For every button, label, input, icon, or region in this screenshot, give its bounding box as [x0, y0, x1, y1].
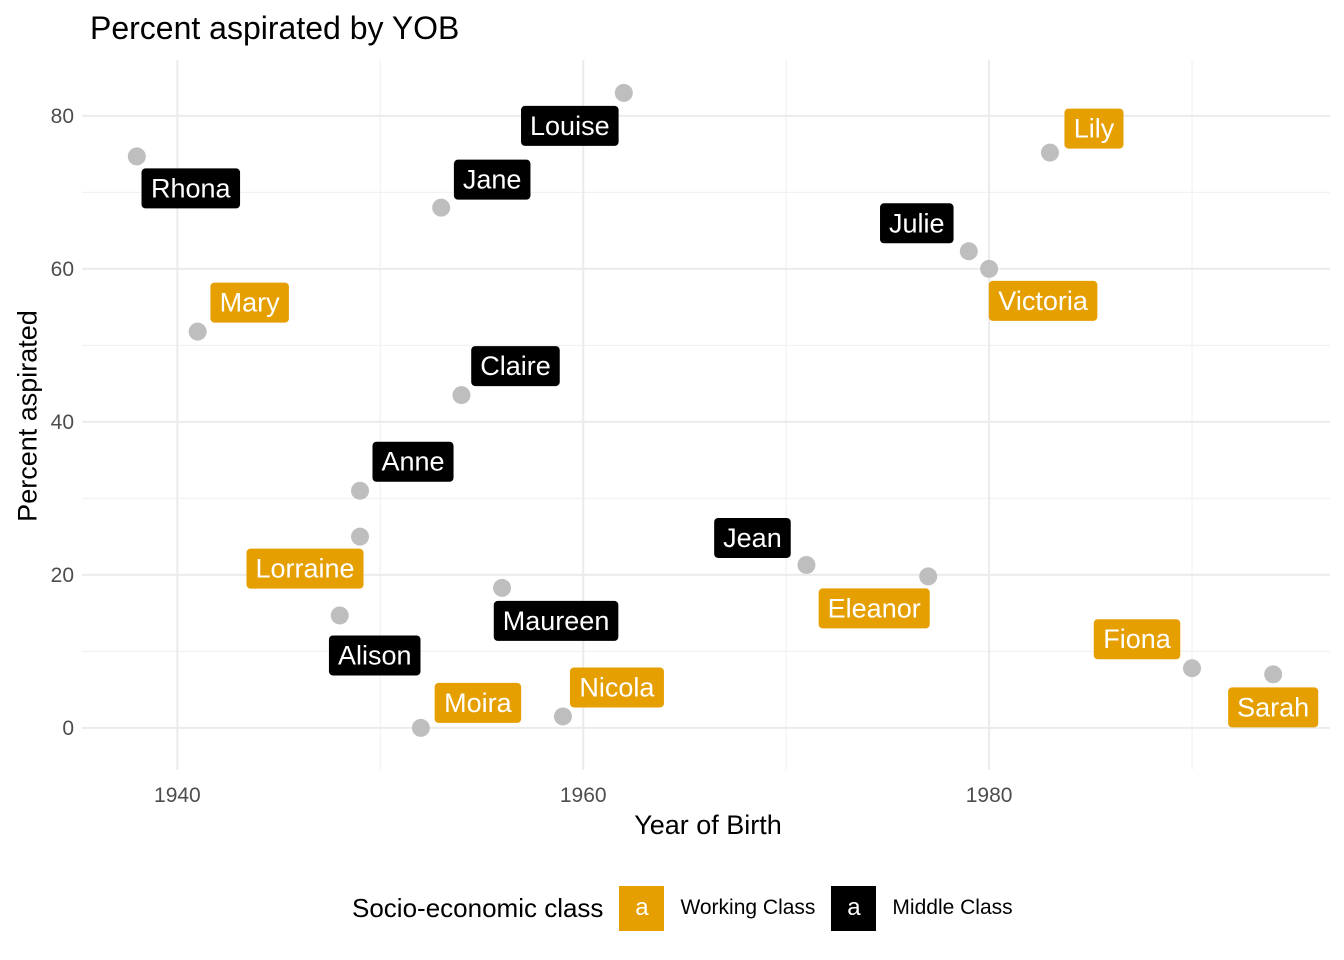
- point-jean: [797, 555, 816, 574]
- point-anne: [351, 481, 370, 500]
- point-label-box: [471, 346, 560, 387]
- point-label-text: Lorraine: [255, 554, 354, 584]
- point-moira: [411, 718, 430, 737]
- point-label-moira: Moira: [434, 682, 522, 723]
- point-label-text: Claire: [480, 351, 551, 381]
- point-jane: [432, 198, 451, 217]
- point-label-text: Nicola: [579, 672, 655, 702]
- point-mary: [188, 322, 207, 341]
- point-label-box: [141, 168, 241, 209]
- point-label-fiona: Fiona: [1093, 619, 1181, 660]
- point-label-box: [714, 517, 791, 558]
- y-tick-label: 20: [51, 564, 74, 587]
- point-label-louise: Louise: [521, 105, 619, 146]
- point-label-text: Rhona: [151, 173, 232, 203]
- point-label-lily: Lily: [1064, 108, 1124, 149]
- point-claire: [452, 386, 471, 405]
- point-label-victoria: Victoria: [988, 280, 1098, 321]
- point-label-text: Fiona: [1103, 624, 1172, 654]
- point-label-text: Alison: [338, 640, 412, 670]
- legend-title: Socio-economic class: [352, 892, 604, 923]
- point-label-text: Sarah: [1237, 692, 1309, 722]
- point-lily: [1040, 143, 1059, 162]
- major-gridlines: [82, 60, 1330, 770]
- legend-key-glyph: a: [847, 894, 861, 921]
- y-axis-title: Percent aspirated: [12, 310, 43, 522]
- point-labels: Rhona Mary Lorraine Anne Alison Moira Jane Clai…: [141, 105, 1319, 728]
- point-alison: [330, 606, 349, 625]
- point-label-eleanor: Eleanor: [818, 588, 930, 629]
- point-julie: [959, 242, 978, 261]
- chart-title: Percent aspirated by YOB: [90, 10, 460, 46]
- point-label-sarah: Sarah: [1228, 687, 1319, 728]
- point-fiona: [1183, 659, 1202, 678]
- point-label-box: [880, 203, 954, 244]
- point-label-box: [328, 635, 421, 676]
- point-sarah: [1264, 665, 1283, 684]
- point-label-box: [372, 441, 454, 482]
- point-label-box: [453, 159, 531, 200]
- point-label-box: [493, 600, 619, 641]
- point-label-box: [210, 282, 289, 323]
- point-label-text: Moira: [444, 688, 512, 718]
- x-tick-label: 1940: [154, 784, 201, 807]
- legend-key-glyph: a: [635, 894, 649, 921]
- minor-gridlines: [82, 60, 1330, 770]
- point-label-box: [434, 682, 522, 723]
- y-tick-label: 60: [51, 258, 74, 281]
- point-label-box: [521, 105, 619, 146]
- point-label-text: Maureen: [503, 606, 610, 636]
- data-points: [127, 83, 1283, 737]
- point-label-rhona: Rhona: [141, 168, 241, 209]
- y-tick-label: 40: [51, 411, 74, 434]
- x-axis-ticks: 1940 1960 1980: [154, 784, 1012, 807]
- point-nicola: [553, 707, 572, 726]
- point-label-text: Jean: [723, 523, 782, 553]
- point-label-maureen: Maureen: [493, 600, 619, 641]
- y-tick-label: 80: [51, 105, 74, 128]
- point-lorraine: [351, 527, 370, 546]
- point-label-text: Eleanor: [828, 593, 921, 623]
- legend-key-middle-class: a: [831, 885, 877, 931]
- point-label-claire: Claire: [471, 346, 560, 387]
- point-label-box: [1228, 687, 1319, 728]
- point-label-text: Julie: [889, 208, 945, 238]
- point-label-box: [1064, 108, 1124, 149]
- point-label-text: Lily: [1074, 114, 1115, 144]
- point-label-text: Anne: [381, 447, 444, 477]
- x-axis-title: Year of Birth: [634, 810, 782, 840]
- point-label-text: Victoria: [998, 286, 1089, 316]
- x-tick-label: 1960: [560, 784, 607, 807]
- point-rhona: [127, 147, 146, 166]
- legend-key-working-class: a: [619, 885, 665, 931]
- point-label-text: Jane: [463, 165, 522, 195]
- y-axis-ticks: 0 20 40 60 80: [51, 105, 74, 740]
- point-label-nicola: Nicola: [569, 667, 664, 708]
- point-label-mary: Mary: [210, 282, 289, 323]
- legend-label-middle-class: Middle Class: [892, 896, 1013, 919]
- point-label-text: Louise: [530, 111, 610, 141]
- point-label-lorraine: Lorraine: [246, 548, 364, 589]
- point-louise: [614, 83, 633, 102]
- point-label-box: [988, 280, 1098, 321]
- point-label-box: [1093, 619, 1181, 660]
- point-label-jane: Jane: [453, 159, 531, 200]
- legend-label-working-class: Working Class: [680, 896, 816, 919]
- point-label-anne: Anne: [372, 441, 454, 482]
- point-label-alison: Alison: [328, 635, 421, 676]
- point-eleanor: [919, 567, 938, 586]
- point-label-box: [246, 548, 364, 589]
- point-label-julie: Julie: [880, 203, 954, 244]
- point-label-box: [569, 667, 664, 708]
- point-label-text: Mary: [220, 288, 280, 318]
- legend: Socio-economic class a Working Class a M…: [352, 884, 1029, 932]
- point-victoria: [980, 259, 999, 278]
- point-maureen: [493, 578, 512, 597]
- point-label-jean: Jean: [714, 517, 791, 558]
- y-tick-label: 0: [62, 717, 74, 740]
- x-tick-label: 1980: [966, 784, 1013, 807]
- point-label-box: [818, 588, 930, 629]
